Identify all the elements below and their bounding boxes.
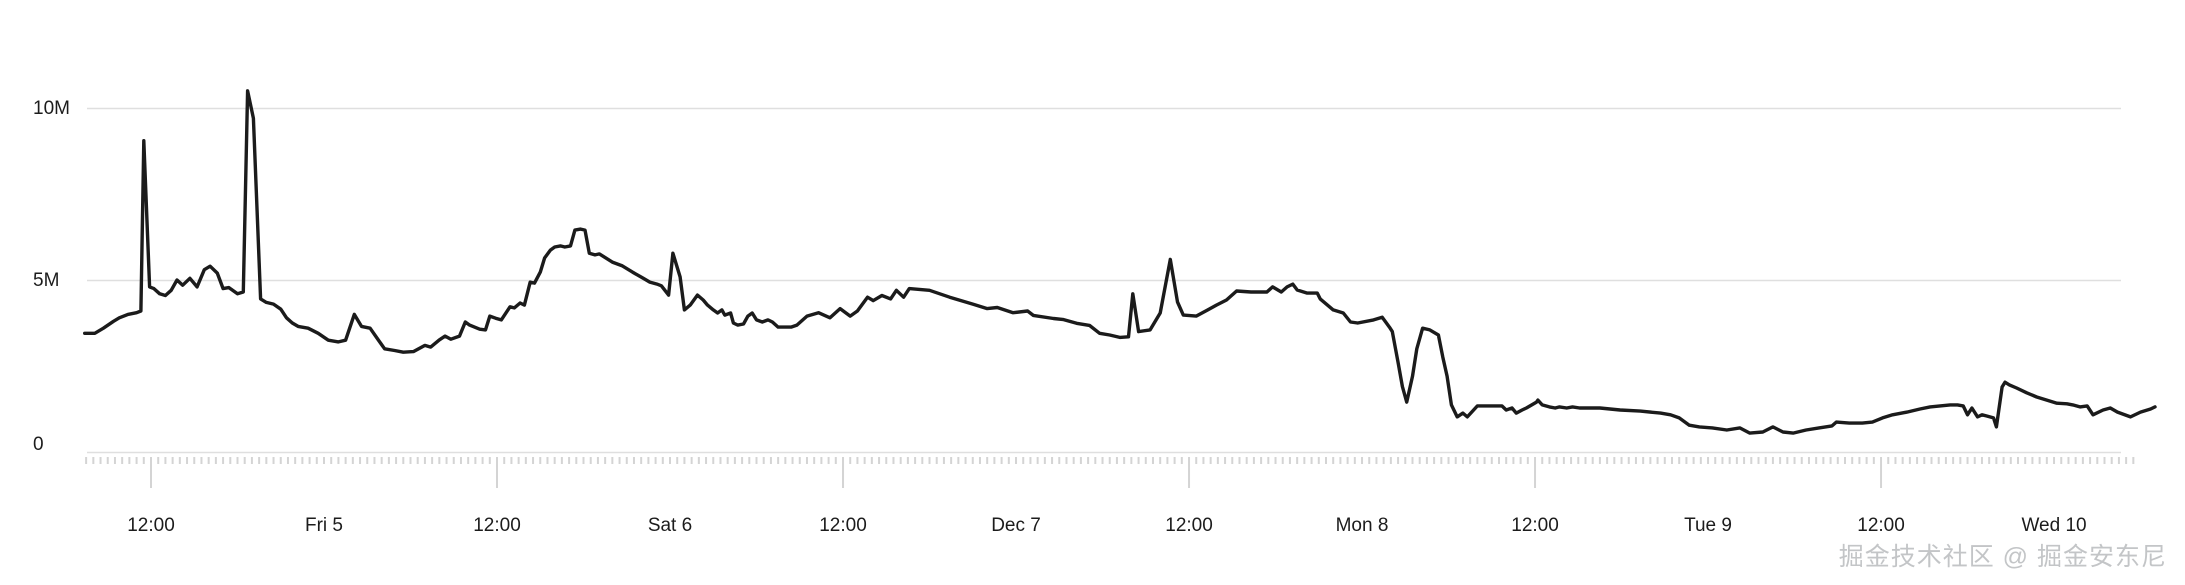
x-axis-label: Sat 6 — [648, 515, 692, 536]
x-axis-label: 12:00 — [473, 515, 521, 536]
x-axis-label: 12:00 — [1857, 515, 1905, 536]
x-axis-label: 12:00 — [1165, 515, 1213, 536]
x-axis-label: 12:00 — [1511, 515, 1559, 536]
watermark: 掘金技术社区 @ 掘金安东尼 — [1838, 543, 2167, 571]
y-axis-label: 0 — [33, 434, 44, 455]
x-axis-label: 12:00 — [819, 515, 867, 536]
x-axis-label: 12:00 — [127, 515, 175, 536]
y-axis-label: 10M — [33, 98, 70, 119]
x-axis-label: Dec 7 — [991, 515, 1041, 536]
series-line — [82, 89, 2157, 435]
x-axis-label: Mon 8 — [1336, 515, 1389, 536]
y-axis-label: 5M — [33, 270, 59, 291]
x-axis-label: Fri 5 — [305, 515, 343, 536]
x-axis-label: Tue 9 — [1684, 515, 1732, 536]
x-axis-label: Wed 10 — [2021, 515, 2086, 536]
